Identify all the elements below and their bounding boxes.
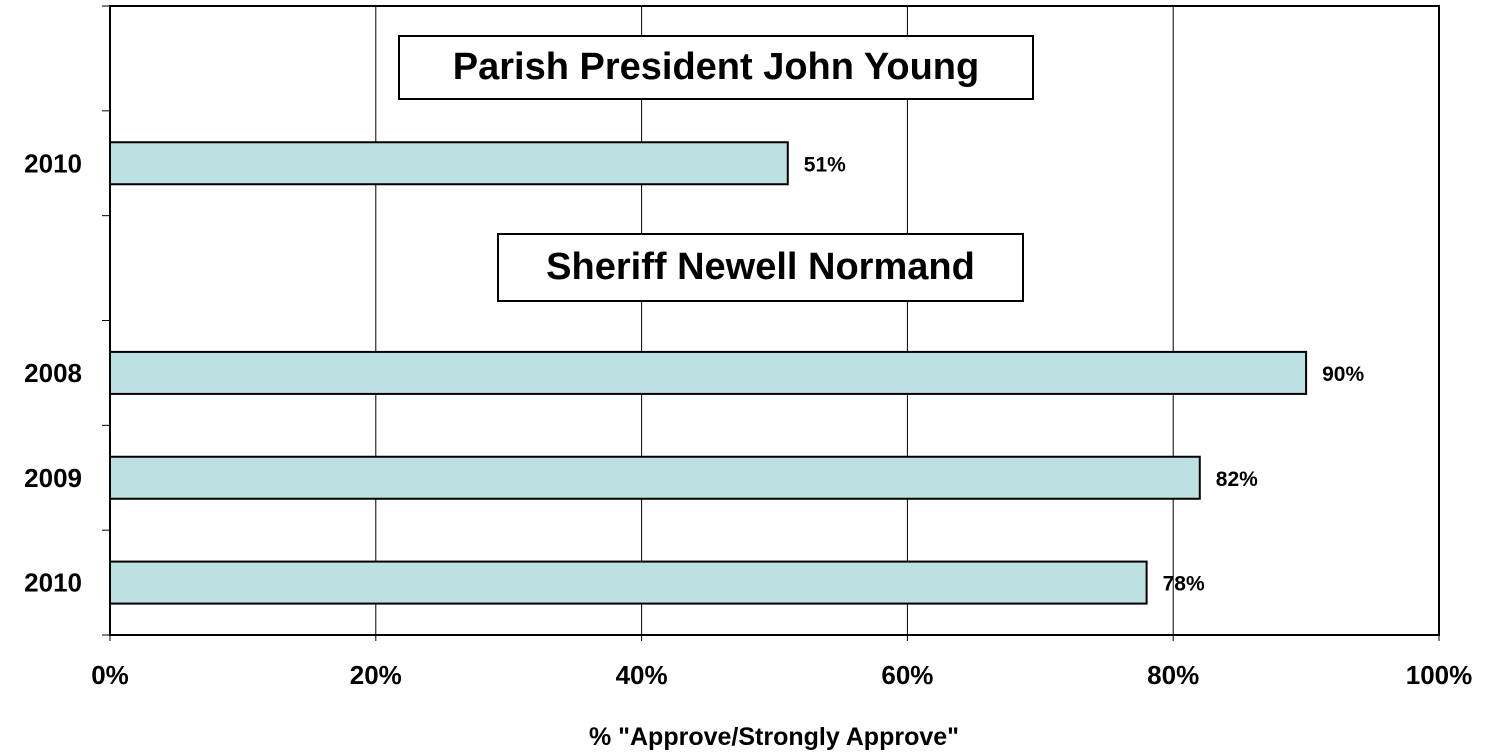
- x-axis-title: % "Approve/Strongly Approve": [589, 723, 959, 751]
- data-labels: 51% 90% 82% 78%: [804, 153, 1365, 595]
- bar-1-2010: [109, 560, 1148, 605]
- data-label: 78%: [1163, 573, 1205, 596]
- group-title-parish-president: Parish President John Young: [398, 35, 1034, 100]
- category-label: 2009: [24, 463, 82, 493]
- x-tick-label: 80%: [1147, 660, 1199, 690]
- data-label: 82%: [1216, 468, 1258, 491]
- x-tick-label: 0%: [91, 660, 129, 690]
- data-label: 51%: [804, 153, 846, 176]
- y-axis-ticks: [102, 5, 110, 636]
- data-label: 90%: [1322, 363, 1364, 386]
- grid-lines: [109, 6, 1440, 641]
- bar-1-2008: [109, 350, 1308, 395]
- x-tick-label: 20%: [350, 660, 402, 690]
- category-label: 2010: [24, 568, 82, 598]
- x-tick-label: 60%: [881, 660, 933, 690]
- category-labels: 2010 2008 2009 2010: [24, 148, 82, 597]
- x-tick-label: 100%: [1406, 660, 1473, 690]
- bar-1-2009: [109, 455, 1201, 500]
- bar-0-2010: [109, 141, 789, 186]
- bars: [109, 141, 1308, 605]
- x-axis-tick-labels: 0% 20% 40% 60% 80% 100%: [91, 660, 1472, 690]
- category-label: 2008: [24, 358, 82, 388]
- group-title-sheriff: Sheriff Newell Normand: [497, 233, 1024, 302]
- plot-area-border: [109, 5, 1440, 636]
- x-tick-label: 40%: [616, 660, 668, 690]
- category-label: 2010: [24, 148, 82, 178]
